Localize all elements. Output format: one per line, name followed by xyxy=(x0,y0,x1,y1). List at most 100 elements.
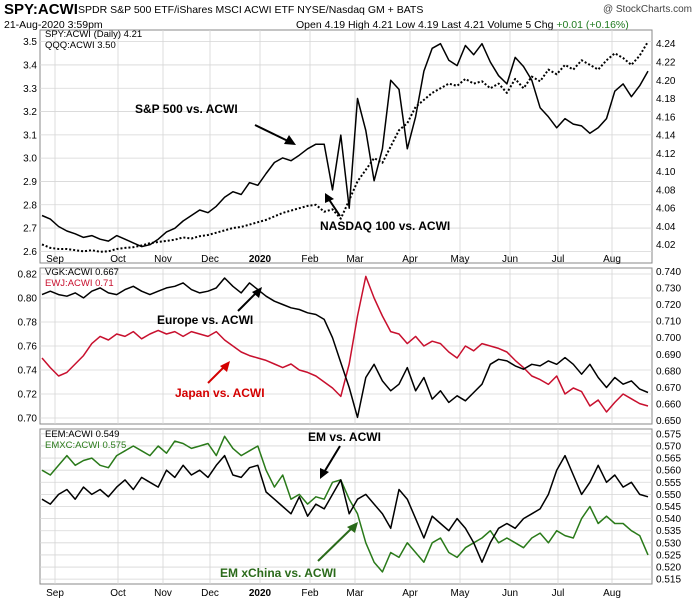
x-tick-label: Aug xyxy=(603,254,621,265)
quote-line: Open 4.19 High 4.21 Low 4.19 Last 4.21 V… xyxy=(296,19,629,31)
right-tick-label-bottom: 0.535 xyxy=(656,526,681,537)
left-tick-label-mid: 0.76 xyxy=(18,342,38,353)
legend-emxc: EMXC:ACWI 0.575 xyxy=(45,440,126,451)
right-tick-label-bottom: 0.515 xyxy=(656,575,681,586)
chart-description: SPDR S&P 500 ETF/iShares MSCI ACWI ETF N… xyxy=(78,4,424,16)
right-tick-label-mid: 0.660 xyxy=(656,400,681,411)
x-tick-label: Jul xyxy=(552,588,565,599)
legend-ewj: EWJ:ACWI 0.71 xyxy=(45,278,114,289)
x-tick-label: Apr xyxy=(402,254,418,265)
x-tick-label: Nov xyxy=(154,588,172,599)
left-tick-label-top: 3.2 xyxy=(23,107,37,118)
right-tick-label-top: 4.18 xyxy=(656,94,676,105)
right-tick-label-top: 4.12 xyxy=(656,149,676,160)
arrow-japan xyxy=(207,365,226,384)
annotation-sp500: S&P 500 vs. ACWI xyxy=(135,102,238,116)
x-tick-label: Apr xyxy=(402,588,418,599)
x-tick-label: Dec xyxy=(201,254,219,265)
x-tick-label: 2020 xyxy=(249,588,272,599)
right-tick-label-bottom: 0.545 xyxy=(656,502,681,513)
annotations: S&P 500 vs. ACWI NASDAQ 100 vs. ACWI Eur… xyxy=(135,102,450,580)
left-tick-label-mid: 0.74 xyxy=(18,366,38,377)
series-line-emxc xyxy=(41,435,649,573)
right-tick-label-top: 4.16 xyxy=(656,112,676,123)
x-tick-label: Feb xyxy=(301,254,319,265)
right-tick-label-mid: 0.650 xyxy=(656,416,681,427)
annotation-japan: Japan vs. ACWI xyxy=(175,386,265,400)
left-tick-label-top: 2.9 xyxy=(23,177,37,188)
right-tick-label-top: 4.10 xyxy=(656,167,676,178)
x-tick-label: Oct xyxy=(110,588,126,599)
series-line-eem xyxy=(41,454,649,563)
x-tick-label: Mar xyxy=(346,588,364,599)
right-tick-label-bottom: 0.550 xyxy=(656,490,681,501)
left-tick-label-top: 2.7 xyxy=(23,224,37,235)
x-tick-label: Nov xyxy=(154,254,172,265)
right-tick-label-top: 4.24 xyxy=(656,39,676,50)
right-tick-label-top: 4.02 xyxy=(656,240,676,251)
left-tick-label-mid: 0.80 xyxy=(18,294,38,305)
left-tick-label-top: 3.1 xyxy=(23,130,37,141)
left-tick-label-top: 3.3 xyxy=(23,84,37,95)
arrowhead-nasdaq xyxy=(325,193,334,203)
tick-labels: 2.6 2.7 2.8 2.9 3.0 3.1 3.2 3.3 3.4 3.5 4.02 4.04 4.… xyxy=(18,37,682,599)
arrowhead-emxc xyxy=(347,522,358,533)
left-tick-label-mid: 0.70 xyxy=(18,414,38,425)
right-tick-label-bottom: 0.525 xyxy=(656,550,681,561)
series-line-ewj xyxy=(41,275,649,413)
right-tick-label-top: 4.06 xyxy=(656,204,676,215)
annotation-europe: Europe vs. ACWI xyxy=(157,313,253,327)
arrowhead-em xyxy=(320,468,329,479)
right-tick-label-top: 4.20 xyxy=(656,76,676,87)
x-tick-label: Jul xyxy=(552,254,565,265)
left-tick-label-mid: 0.78 xyxy=(18,318,38,329)
right-tick-label-bottom: 0.575 xyxy=(656,429,681,440)
right-tick-label-top: 4.22 xyxy=(656,57,676,68)
arrow-europe xyxy=(237,291,258,312)
arrow-em xyxy=(322,445,341,475)
arrow-sp500 xyxy=(254,124,291,143)
x-tick-label: 2020 xyxy=(249,254,272,265)
chart-symbol: SPY:ACWI xyxy=(4,1,78,18)
series-line-vgk xyxy=(41,277,649,419)
right-tick-label-bottom: 0.540 xyxy=(656,514,681,525)
stockcharts-brand: @ StockCharts.com xyxy=(602,4,692,15)
right-tick-label-top: 4.08 xyxy=(656,185,676,196)
panel-frame-0 xyxy=(39,29,653,264)
quote-values: Open 4.19 High 4.21 Low 4.19 Last 4.21 V… xyxy=(296,19,554,31)
x-tick-label: Oct xyxy=(110,254,126,265)
x-tick-label: Jun xyxy=(502,254,518,265)
legend-eem: EEM:ACWI 0.549 xyxy=(45,429,119,440)
left-tick-label-top: 3.0 xyxy=(23,154,37,165)
right-tick-label-bottom: 0.520 xyxy=(656,563,681,574)
arrowhead-japan xyxy=(220,361,230,372)
right-tick-label-top: 4.14 xyxy=(656,131,676,142)
legends: SPY:ACWI (Daily) 4.21 QQQ:ACWI 3.50 VGK:… xyxy=(45,29,142,451)
x-tick-label: Aug xyxy=(603,588,621,599)
right-tick-label-mid: 0.720 xyxy=(656,300,681,311)
x-tick-label: Mar xyxy=(346,254,364,265)
left-tick-label-top: 3.5 xyxy=(23,37,37,48)
left-tick-label-mid: 0.82 xyxy=(18,270,38,281)
x-tick-label: Feb xyxy=(301,588,319,599)
right-tick-label-mid: 0.670 xyxy=(656,383,681,394)
arrow-nasdaq xyxy=(327,197,341,217)
right-tick-label-mid: 0.740 xyxy=(656,267,681,278)
right-tick-label-top: 4.04 xyxy=(656,222,676,233)
right-tick-label-mid: 0.730 xyxy=(656,283,681,294)
right-tick-label-mid: 0.690 xyxy=(656,350,681,361)
legend-qqq: QQQ:ACWI 3.50 xyxy=(45,40,116,51)
right-tick-label-bottom: 0.555 xyxy=(656,478,681,489)
right-tick-label-bottom: 0.570 xyxy=(656,441,681,452)
series-line-spy xyxy=(41,42,649,248)
left-tick-label-mid: 0.72 xyxy=(18,390,38,401)
legend-spy: SPY:ACWI (Daily) 4.21 xyxy=(45,29,142,40)
right-tick-label-bottom: 0.530 xyxy=(656,538,681,549)
right-tick-label-bottom: 0.565 xyxy=(656,454,681,465)
legend-vgk: VGK:ACWI 0.667 xyxy=(45,267,119,278)
quote-change: +0.01 (+0.16%) xyxy=(556,19,629,31)
series-line-qqq xyxy=(41,41,649,253)
x-tick-label: May xyxy=(451,588,470,599)
x-tick-label: May xyxy=(451,254,470,265)
